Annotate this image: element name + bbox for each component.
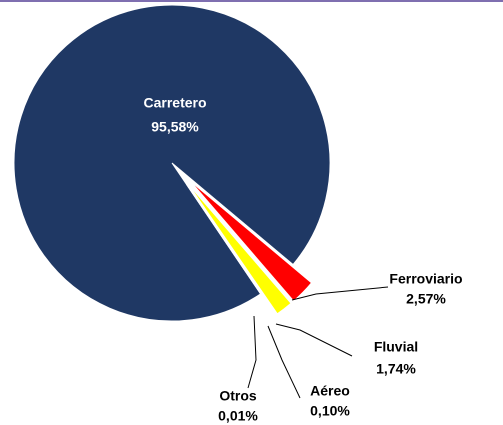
slice-label: Otros [219, 388, 257, 404]
leader-line [291, 286, 389, 301]
slice-value-label: 2,57% [406, 291, 446, 307]
slice-value-label: 0,10% [310, 403, 350, 419]
slice-value-label: 0,01% [218, 408, 258, 424]
slice-label: Aéreo [310, 383, 350, 399]
pie [13, 4, 331, 322]
slice-label: Fluvial [374, 339, 418, 355]
slice-label: Carretero [143, 95, 206, 111]
slice-value-label: 1,74% [376, 361, 416, 377]
leader-line [275, 323, 353, 357]
pie-slice [13, 4, 331, 322]
slice-value-label: 95,58% [151, 119, 199, 135]
leader-line [247, 315, 257, 389]
top-border [0, 0, 503, 2]
leader-line [267, 325, 301, 399]
pie-slice [186, 184, 276, 317]
slice-label: Ferroviario [389, 271, 462, 287]
pie-slice [187, 183, 292, 315]
pie-slice [190, 180, 313, 302]
